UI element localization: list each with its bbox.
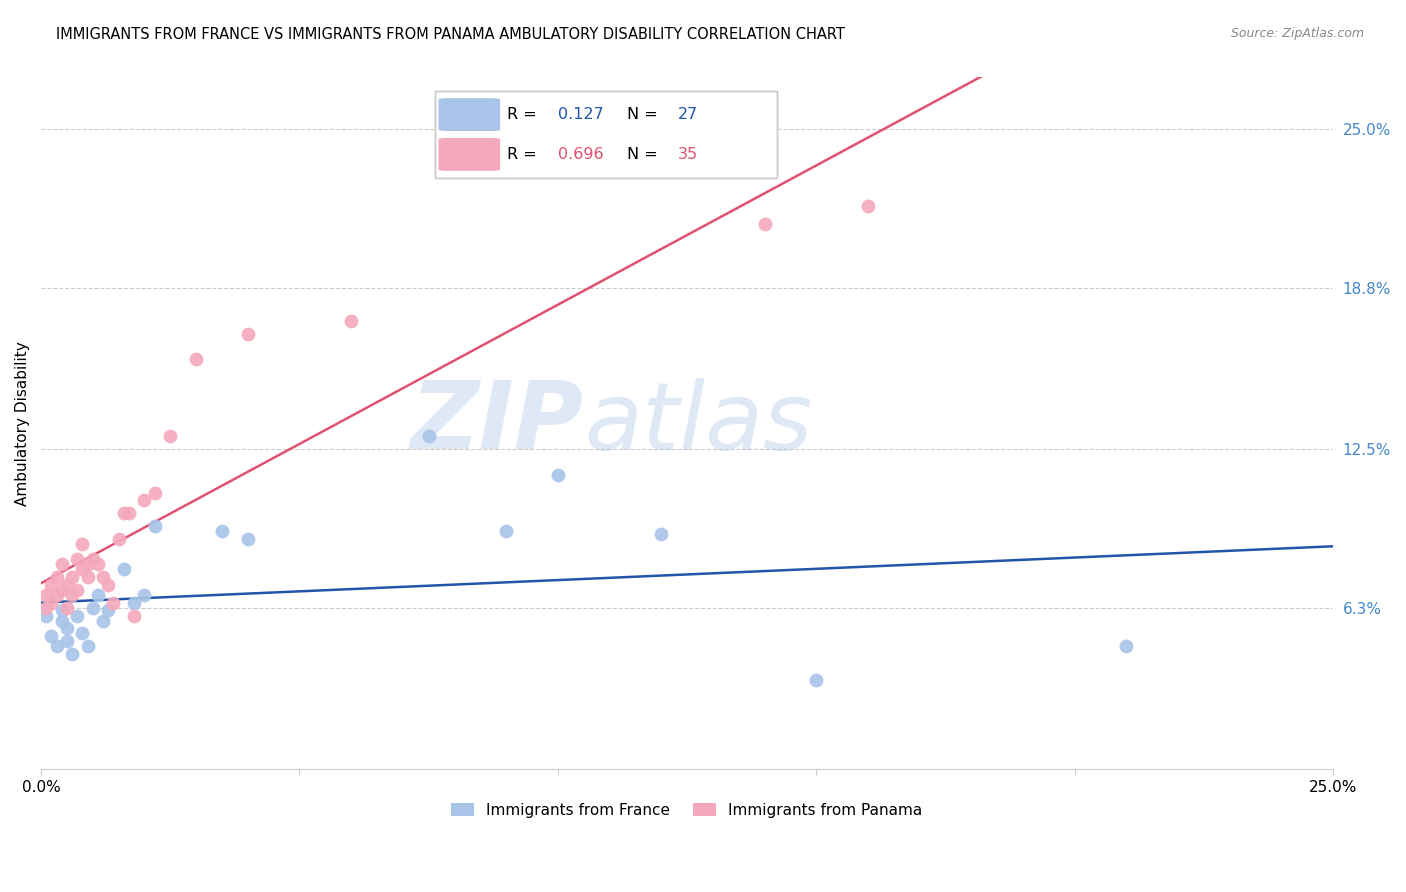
Text: atlas: atlas [583, 378, 811, 469]
Point [87, 588, 110, 602]
Point [60, 588, 83, 602]
Point [122, 608, 145, 623]
Point [806, 673, 828, 687]
Point [76, 570, 98, 584]
Point [66, 552, 89, 566]
Point [76, 640, 98, 654]
Point [82, 600, 104, 615]
Point [211, 524, 233, 538]
Point [159, 429, 181, 443]
Point [51, 558, 73, 572]
Point [56, 621, 79, 635]
Point [112, 506, 135, 520]
Point [51, 614, 73, 628]
Point [41, 578, 63, 592]
Point [112, 562, 135, 576]
Point [51, 603, 73, 617]
Point [134, 588, 156, 602]
Point [35, 588, 58, 602]
Point [236, 326, 259, 341]
Point [340, 314, 363, 328]
Point [418, 429, 440, 443]
Point [45, 640, 67, 654]
Point [547, 467, 569, 482]
Point [97, 578, 120, 592]
Point [143, 485, 166, 500]
Point [856, 198, 879, 212]
Point [143, 519, 166, 533]
Point [118, 506, 141, 520]
Point [72, 626, 94, 640]
Point [45, 588, 67, 602]
Legend: Immigrants from France, Immigrants from Panama: Immigrants from France, Immigrants from … [446, 797, 929, 824]
Point [91, 614, 114, 628]
Point [184, 352, 207, 367]
Point [134, 493, 156, 508]
Point [76, 558, 98, 572]
Text: ZIP: ZIP [411, 377, 583, 469]
Point [650, 526, 672, 541]
Point [97, 603, 120, 617]
Point [72, 537, 94, 551]
Point [1115, 640, 1137, 654]
Point [45, 570, 67, 584]
Point [35, 608, 58, 623]
Point [35, 600, 58, 615]
Point [72, 562, 94, 576]
Point [91, 570, 114, 584]
Point [87, 558, 110, 572]
Point [103, 596, 125, 610]
Point [60, 647, 83, 661]
Point [754, 217, 776, 231]
Point [51, 582, 73, 597]
Point [82, 552, 104, 566]
Point [66, 582, 89, 597]
Point [66, 608, 89, 623]
Text: Source: ZipAtlas.com: Source: ZipAtlas.com [1230, 27, 1364, 40]
Text: IMMIGRANTS FROM FRANCE VS IMMIGRANTS FROM PANAMA AMBULATORY DISABILITY CORRELATI: IMMIGRANTS FROM FRANCE VS IMMIGRANTS FRO… [56, 27, 845, 42]
Point [41, 629, 63, 643]
Point [56, 634, 79, 648]
Point [122, 596, 145, 610]
Point [56, 600, 79, 615]
Point [236, 532, 259, 546]
Point [41, 596, 63, 610]
Y-axis label: Ambulatory Disability: Ambulatory Disability [15, 341, 30, 506]
Point [60, 570, 83, 584]
Point [495, 524, 517, 538]
Point [56, 578, 79, 592]
Point [107, 532, 129, 546]
